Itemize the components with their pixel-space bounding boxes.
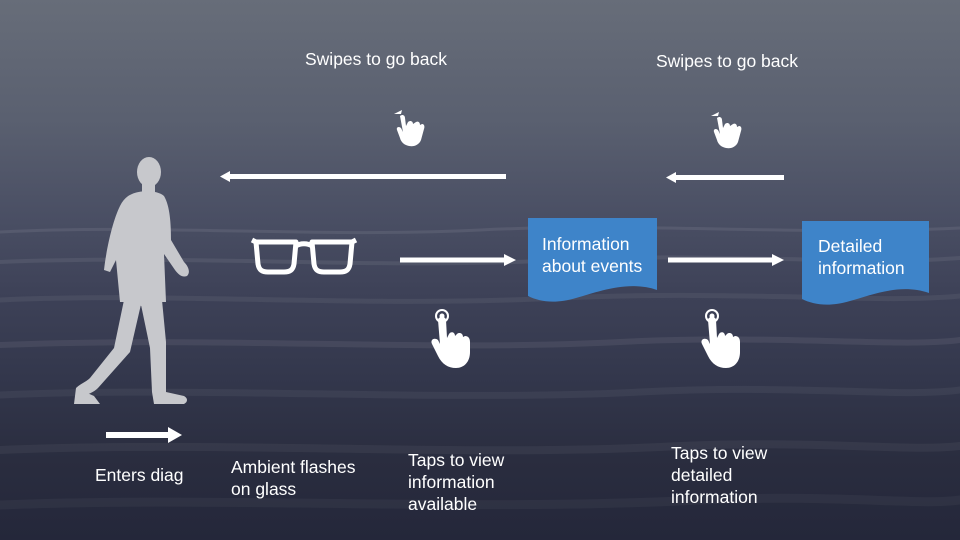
tap-hand-icon — [701, 309, 740, 368]
swipe-back-label-right: Swipes to go back — [656, 51, 799, 71]
stage-tap-detail-line2: detailed — [671, 465, 733, 485]
tap-hand-icon — [431, 309, 470, 368]
document-events-line2: about events — [542, 256, 643, 276]
walking-person-icon — [74, 157, 189, 404]
document-events — [528, 218, 657, 302]
arrow-right-icon — [400, 254, 516, 266]
swipe-back-label-left: Swipes to go back — [305, 49, 448, 69]
arrow-right-icon — [106, 427, 182, 443]
stage-tap-info-line1: Taps to view — [408, 450, 505, 470]
document-detailed-line1: Detailed — [818, 236, 883, 256]
document-detailed — [802, 221, 929, 305]
arrow-left-icon — [220, 171, 506, 182]
swipe-hand-icon — [394, 110, 425, 147]
swipe-hand-icon — [711, 112, 742, 149]
stage-tap-detail-line3: information — [671, 487, 758, 507]
arrow-left-icon — [666, 172, 784, 183]
stage-ambient-line1: Ambient flashes — [231, 457, 356, 477]
arrow-right-icon — [668, 254, 784, 266]
stage-tap-info-line3: available — [408, 494, 478, 514]
stage-enter-label: Enters diag — [95, 465, 184, 485]
document-detailed-line2: information — [818, 258, 905, 278]
stage-tap-info-line2: information — [408, 472, 495, 492]
stage-tap-detail-line1: Taps to view — [671, 443, 768, 463]
document-events-line1: Information — [542, 234, 630, 254]
stage-ambient-line2: on glass — [231, 479, 297, 499]
glasses-icon — [250, 237, 358, 275]
